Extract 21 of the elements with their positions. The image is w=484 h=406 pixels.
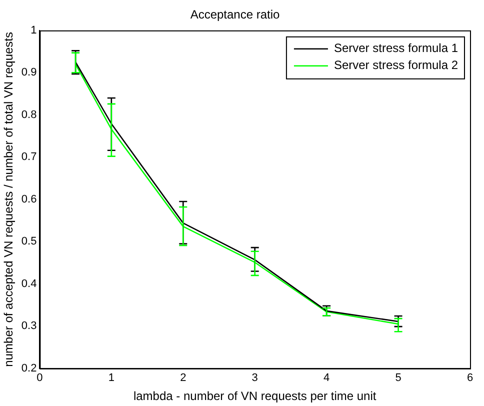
legend-label: Server stress formula 2 [334,58,458,72]
x-tick-label: 3 [252,372,258,384]
y-tick-label: 0.3 [21,320,37,332]
x-tick-label: 6 [466,372,474,384]
chart-title: Acceptance ratio [190,8,280,22]
y-tick-label: 0.9 [21,66,37,79]
y-tick-label: 0.6 [21,193,37,206]
y-tick-label: 0.4 [21,278,37,290]
x-tick-label: 2 [180,372,186,384]
y-axis-title: number of accepted VN requests / number of total VN requests [2,32,16,367]
y-tick-label: 0.7 [21,151,37,164]
x-tick-label: 5 [395,372,402,384]
y-tick-label: 0.2 [21,362,37,374]
x-tick-label: 4 [324,372,330,384]
legend-label: Server stress formula 1 [334,41,458,56]
x-axis-title: lambda - number of VN requests per time unit [133,389,377,404]
y-tick-label: 0.8 [21,108,37,121]
x-tick-label: 1 [108,372,114,384]
y-tick-label: 1 [30,24,37,36]
x-tick-label: 0 [36,372,43,384]
y-tick-label: 0.5 [21,236,37,248]
